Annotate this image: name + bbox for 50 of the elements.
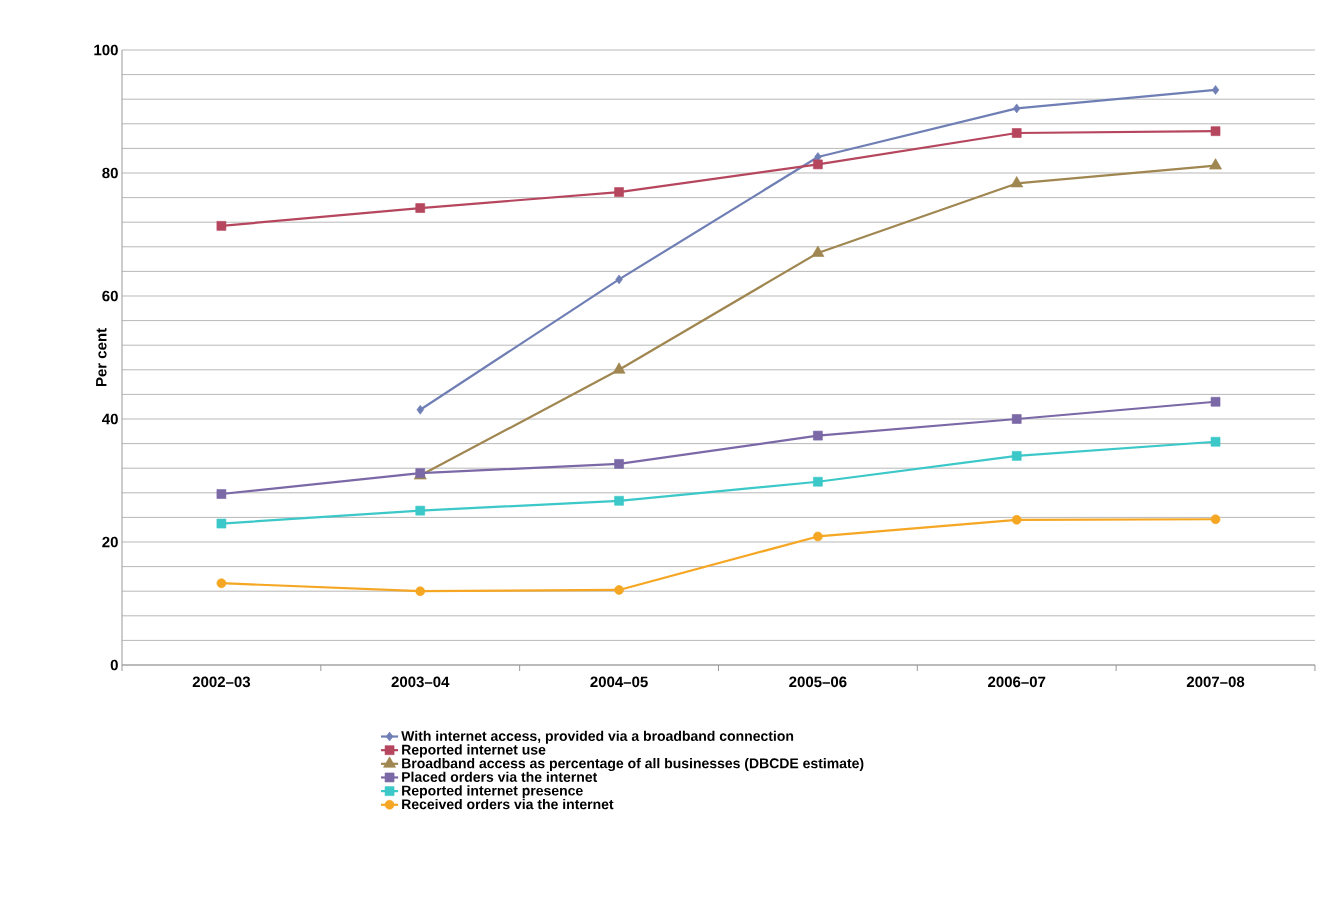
legend-label: Received orders via the internet xyxy=(402,798,614,810)
point xyxy=(811,245,825,257)
point xyxy=(415,586,426,596)
point xyxy=(1210,396,1221,407)
point xyxy=(615,274,623,285)
point xyxy=(1210,126,1221,136)
y-tick-label: 100 xyxy=(94,44,118,56)
point xyxy=(813,159,823,170)
point xyxy=(1010,176,1024,188)
point xyxy=(614,495,624,506)
y-tick-label: 40 xyxy=(102,413,118,425)
point xyxy=(614,187,624,197)
legend-label: Placed orders via the internet xyxy=(402,771,598,782)
point xyxy=(612,362,626,374)
point xyxy=(416,404,424,415)
y-tick-label: 80 xyxy=(102,167,118,179)
y-tick-label: 60 xyxy=(102,290,118,302)
x-tick-label: 2007–08 xyxy=(1186,676,1245,688)
point xyxy=(1211,85,1220,95)
point xyxy=(1011,128,1022,138)
point xyxy=(614,459,624,469)
point xyxy=(216,578,227,589)
point xyxy=(1013,103,1021,114)
point xyxy=(216,518,227,529)
point xyxy=(1011,515,1022,525)
point xyxy=(216,221,227,231)
point xyxy=(614,585,624,595)
x-tick-label: 2006–07 xyxy=(988,676,1046,688)
x-tick-label: 2004–05 xyxy=(590,676,648,688)
x-tick-label: 2003–04 xyxy=(391,676,450,688)
legend-label: Reported internet use xyxy=(402,744,546,758)
point xyxy=(1210,514,1221,525)
y-tick-label: 0 xyxy=(110,659,118,671)
point xyxy=(813,430,823,441)
legend-label: Reported internet presence xyxy=(402,785,583,799)
point xyxy=(1209,158,1222,170)
y-axis-title: Per cent xyxy=(96,328,107,387)
point xyxy=(415,203,426,213)
y-tick-label: 20 xyxy=(102,536,118,548)
point xyxy=(1011,414,1022,424)
point xyxy=(1011,451,1022,461)
point xyxy=(813,531,823,542)
x-tick-label: 2005–06 xyxy=(789,676,847,688)
point xyxy=(216,489,227,499)
point xyxy=(1210,436,1221,447)
point xyxy=(813,476,823,487)
x-tick-label: 2002–03 xyxy=(192,676,251,688)
legend-label: With internet access, provided via a broadband connection xyxy=(401,730,794,744)
point xyxy=(415,505,426,516)
legend-label: Broadband access as percentage of all businesses (DBCDE estimate) xyxy=(402,757,864,772)
